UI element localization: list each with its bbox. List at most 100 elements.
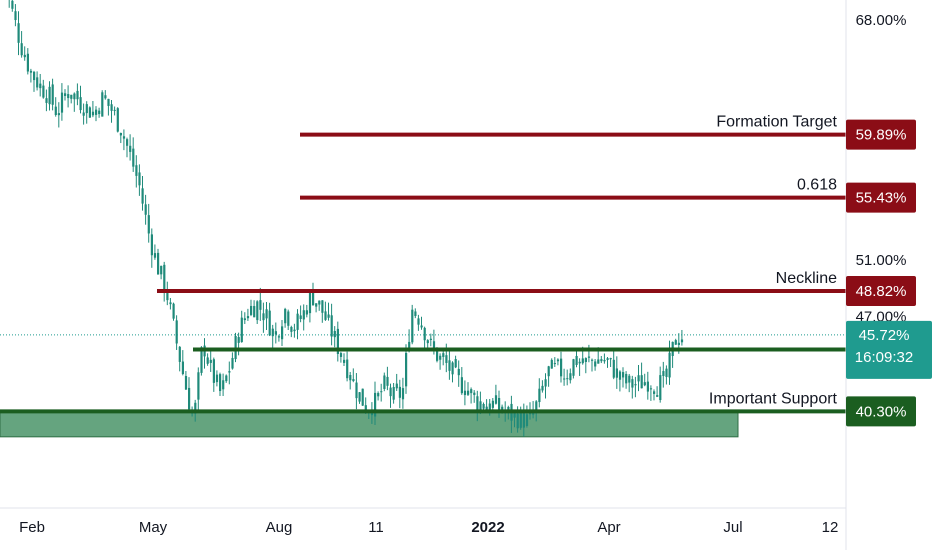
candle-body <box>222 380 225 390</box>
candle-body <box>677 342 680 345</box>
candle-body <box>587 356 591 358</box>
candle-body <box>355 382 358 399</box>
candle-body <box>82 112 85 116</box>
candle-body <box>417 318 420 325</box>
candle-body <box>287 311 290 326</box>
candle-body <box>250 305 253 315</box>
x-tick-label: May <box>139 519 168 536</box>
candle-body <box>643 382 646 386</box>
candle-body <box>175 320 178 344</box>
candle-body <box>194 402 197 414</box>
candle-body <box>405 352 408 387</box>
candle-body <box>395 383 398 389</box>
candle-body <box>516 413 519 429</box>
candle-body <box>26 53 29 72</box>
candle-body <box>609 358 612 360</box>
candle-body <box>321 300 324 313</box>
candle-body <box>308 292 312 314</box>
candle-body <box>256 301 259 321</box>
candle-body <box>104 95 107 99</box>
candle-body <box>584 358 587 362</box>
candle-body <box>386 376 389 386</box>
candle-body <box>200 347 203 373</box>
candle-body <box>296 313 299 330</box>
candle-body <box>237 337 240 343</box>
candle-body <box>364 405 367 413</box>
candle-body <box>60 92 64 113</box>
candle-body <box>17 23 20 43</box>
candle-body <box>460 377 463 394</box>
candle-body <box>519 410 522 428</box>
candle-body <box>414 311 417 317</box>
candle-body <box>485 406 488 411</box>
candle-body <box>39 83 42 89</box>
y-tick-label: 51.00% <box>856 252 907 269</box>
candle-body <box>603 360 606 362</box>
candle-body <box>212 359 215 383</box>
candle-body <box>48 86 51 105</box>
candle-body <box>535 401 538 412</box>
candle-body <box>169 302 172 305</box>
candle-body <box>346 359 349 379</box>
candle-body <box>488 403 491 411</box>
candle-body <box>646 381 649 392</box>
candle-body <box>119 132 122 136</box>
candle-body <box>243 318 246 321</box>
candle-body <box>668 352 671 378</box>
candle-body <box>160 265 163 275</box>
level-price-tag-text: 59.89% <box>856 127 907 144</box>
candle-body <box>656 395 659 397</box>
candle-body <box>147 215 150 234</box>
candle-body <box>439 355 442 360</box>
candle-body <box>153 253 157 258</box>
candle-body <box>392 387 395 400</box>
candle-body <box>522 411 525 428</box>
candle-body <box>116 108 119 132</box>
candle-body <box>67 94 70 99</box>
x-tick-label: Apr <box>597 519 620 536</box>
x-tick-label: Aug <box>266 519 293 536</box>
candle-body <box>318 300 321 305</box>
x-tick-label: 11 <box>368 519 384 536</box>
candle-body <box>339 353 343 357</box>
candle-body <box>358 392 361 402</box>
x-tick-label: Jul <box>723 519 742 536</box>
level-price-tag <box>846 182 916 213</box>
time-axis[interactable]: Feb May Aug 11 2022 Apr Jul 12 <box>19 519 838 536</box>
candle-body <box>442 353 445 357</box>
candle-body <box>566 378 569 380</box>
candle-body <box>401 388 405 400</box>
candle-body <box>299 315 302 319</box>
candle-body <box>594 361 597 367</box>
candle-body <box>463 390 467 396</box>
candle-body <box>64 93 67 96</box>
price-tags: 59.89%55.43%48.82%44.68%40.30%45.72%16:0… <box>846 119 932 427</box>
candle-body <box>284 308 287 324</box>
current-value-text: 45.72% <box>859 327 910 344</box>
candle-body <box>302 310 305 320</box>
candle-body <box>70 94 73 99</box>
candle-body <box>482 403 485 409</box>
candle-body <box>653 391 656 394</box>
candle-body <box>525 414 529 426</box>
candle-body <box>54 106 57 115</box>
candle-body <box>600 359 603 362</box>
countdown-text: 16:09:32 <box>855 349 913 366</box>
candle-body <box>126 139 129 146</box>
candle-body <box>141 188 144 204</box>
candle-body <box>491 400 494 408</box>
candle-body <box>129 145 132 152</box>
candle-body <box>132 148 135 167</box>
candle-body <box>315 303 318 307</box>
candle-body <box>135 165 138 176</box>
candle-body <box>259 300 262 310</box>
candle-body <box>352 379 355 381</box>
candle-body <box>612 359 615 378</box>
y-tick-label: 68.00% <box>856 12 907 29</box>
candle-body <box>563 378 566 380</box>
candle-body <box>457 368 460 376</box>
candle-body <box>113 109 116 111</box>
candle-body <box>680 339 684 343</box>
